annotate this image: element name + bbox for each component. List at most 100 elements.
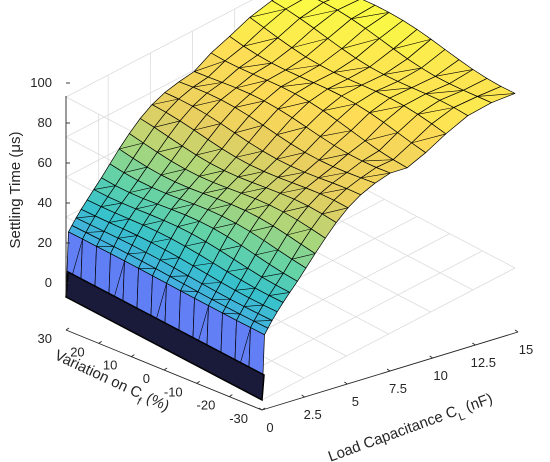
mesh-edge xyxy=(192,82,223,88)
mesh-edge xyxy=(322,103,356,111)
y-axis-label-prefix: Variation on C xyxy=(52,347,144,402)
mesh-edge xyxy=(235,150,263,158)
mesh-edge xyxy=(261,272,284,278)
x-tick-mark xyxy=(258,407,263,411)
mesh-edge xyxy=(291,38,328,49)
mesh-edge xyxy=(287,228,312,236)
mesh-edge xyxy=(227,268,248,272)
mesh-edge xyxy=(243,37,278,47)
z-tick-label: 0 xyxy=(45,275,52,290)
x-tick-label: 0 xyxy=(266,420,273,435)
mesh-edge xyxy=(238,171,265,178)
mesh-edge xyxy=(425,90,464,95)
mesh-edge xyxy=(177,220,200,228)
y-tick-label: 10 xyxy=(103,358,117,373)
mesh-edge xyxy=(203,187,228,194)
mesh-edge xyxy=(129,187,152,193)
mesh-edge xyxy=(244,304,264,307)
mesh-edge xyxy=(393,38,432,50)
grid-line xyxy=(261,267,516,401)
mesh-edge xyxy=(194,60,226,72)
x-tick-mark xyxy=(301,394,305,398)
mesh-edge xyxy=(123,166,148,173)
mesh-edge xyxy=(375,87,412,92)
x-tick-mark xyxy=(386,368,391,372)
mesh-edge xyxy=(341,38,380,49)
x-axis-label-sub: L xyxy=(457,410,467,423)
x-tick-mark xyxy=(472,342,476,346)
mesh-edge xyxy=(222,312,240,315)
y-tick-label: -30 xyxy=(229,411,248,426)
mesh-edge xyxy=(207,203,232,211)
x-tick-mark xyxy=(344,381,348,385)
mesh-edge xyxy=(327,84,362,90)
mesh-edge xyxy=(180,290,198,293)
y-tick-mark xyxy=(229,394,233,398)
mesh-edge xyxy=(364,132,398,142)
mesh-edge xyxy=(411,133,446,144)
y-tick-mark xyxy=(65,327,70,331)
mesh-edge xyxy=(276,126,307,135)
mesh-edge xyxy=(285,64,320,71)
mesh-edge xyxy=(235,287,256,291)
mesh-edge xyxy=(234,124,264,134)
x-tick-label: 2.5 xyxy=(304,407,322,422)
mesh-edge xyxy=(151,238,172,243)
x-tick-mark xyxy=(429,355,433,359)
mesh-edge xyxy=(318,153,349,161)
mesh-edge xyxy=(283,205,309,213)
x-tick-label: 15 xyxy=(519,342,533,357)
mesh-edge xyxy=(165,187,190,194)
z-axis-label: Settling Time (μs) xyxy=(7,131,24,248)
mesh-edge xyxy=(192,99,222,107)
x-tick-mark xyxy=(514,329,519,333)
surface-layer xyxy=(65,0,516,402)
mesh-edge xyxy=(318,172,348,179)
y-tick-label: 30 xyxy=(38,331,52,346)
y-tick-mark xyxy=(196,380,200,384)
mesh-edge xyxy=(245,204,270,211)
mesh-edge xyxy=(236,80,268,89)
mesh-edge xyxy=(269,292,290,296)
mesh-edge xyxy=(291,253,316,260)
mesh-edge xyxy=(276,152,306,160)
y-tick-mark xyxy=(98,340,102,344)
mesh-edge xyxy=(255,249,278,256)
mesh-edge xyxy=(151,98,179,105)
y-tick-label: 0 xyxy=(143,371,150,386)
mesh-edge xyxy=(109,218,130,223)
mesh-edge xyxy=(360,172,391,179)
mesh-edge xyxy=(118,235,138,239)
mesh-edge xyxy=(383,67,422,75)
mesh-edge xyxy=(143,220,164,226)
z-tick-label: 80 xyxy=(38,115,52,130)
mesh-edge xyxy=(277,171,305,178)
x-tick-label: 7.5 xyxy=(389,381,407,396)
mesh-edge xyxy=(249,225,274,232)
x-tick-label: 12.5 xyxy=(471,355,496,370)
mesh-edge xyxy=(199,170,225,177)
mesh-edge xyxy=(435,69,474,77)
mesh-edge xyxy=(169,275,189,277)
mesh-edge xyxy=(239,62,272,69)
z-tick-label: 40 xyxy=(38,195,52,210)
mesh-edge xyxy=(127,252,147,255)
mesh-edge xyxy=(85,231,105,233)
mesh-edge xyxy=(93,185,116,190)
mesh-edge xyxy=(351,12,390,20)
mesh-edge xyxy=(161,168,186,176)
y-tick-mark xyxy=(163,367,168,371)
mesh-edge xyxy=(213,223,236,229)
mesh-edge xyxy=(119,142,144,150)
y-tick-label: -10 xyxy=(164,384,183,399)
mesh-edge xyxy=(193,123,221,131)
z-tick-label: 20 xyxy=(38,235,52,250)
z-tick-label: 60 xyxy=(38,155,52,170)
mesh-edge xyxy=(202,282,222,285)
mesh-edge xyxy=(101,202,122,207)
grid-line xyxy=(65,0,253,98)
mesh-edge xyxy=(362,159,394,162)
mesh-edge xyxy=(234,100,265,108)
mesh-edge xyxy=(319,188,347,195)
